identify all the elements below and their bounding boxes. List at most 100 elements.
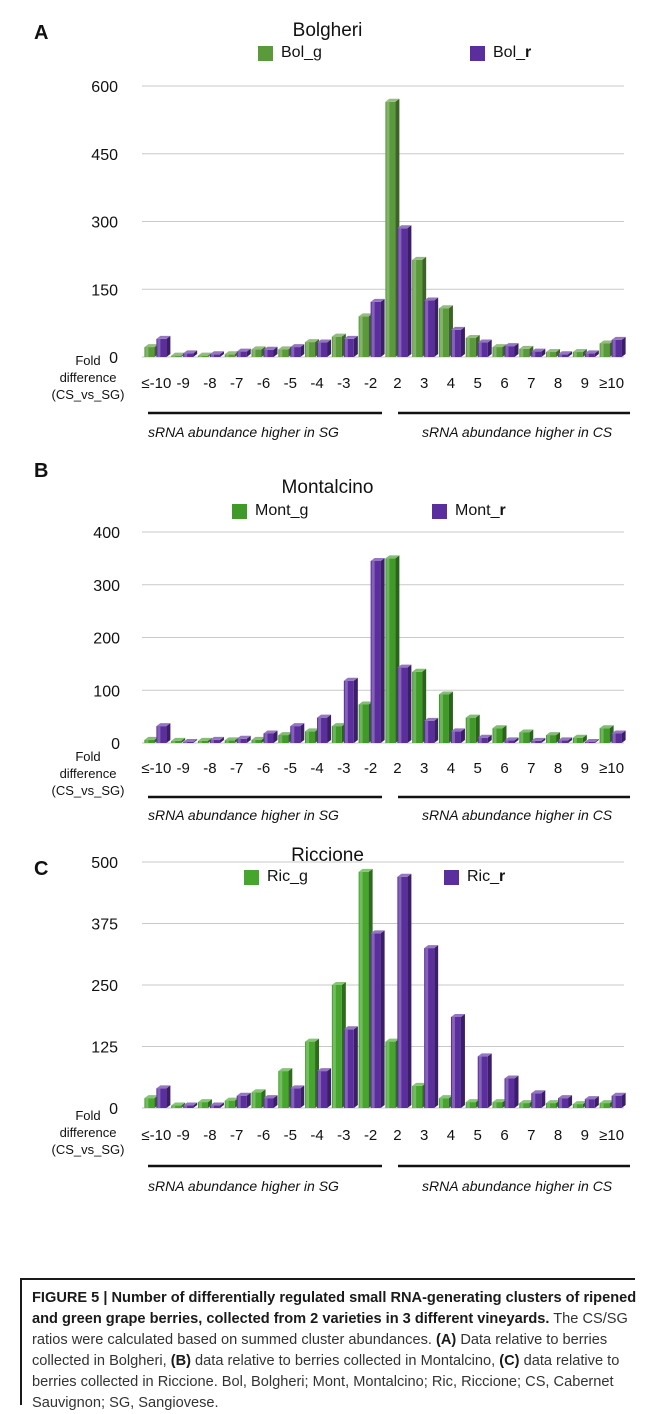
y-tick-label: 300 bbox=[91, 215, 118, 232]
bar bbox=[305, 1038, 320, 1108]
bar bbox=[290, 344, 305, 357]
bar bbox=[236, 348, 251, 357]
x-axis-title-line: (CS_vs_SG) bbox=[52, 783, 125, 798]
caption-label-b: (B) bbox=[170, 1353, 191, 1369]
panel-label-c: C bbox=[34, 858, 49, 880]
bar bbox=[438, 691, 453, 743]
bar bbox=[358, 313, 373, 357]
bar bbox=[331, 982, 346, 1108]
bar bbox=[209, 736, 224, 743]
legend-swatch-ric-g bbox=[244, 869, 259, 885]
x-tick-label: -9 bbox=[176, 1127, 189, 1144]
bar bbox=[558, 1095, 573, 1108]
bar bbox=[546, 732, 561, 743]
bar bbox=[278, 346, 293, 357]
bar bbox=[317, 339, 332, 357]
bar bbox=[558, 351, 573, 357]
bar bbox=[183, 1102, 198, 1108]
x-axis-title-line: difference bbox=[60, 766, 117, 781]
bar bbox=[290, 723, 305, 743]
bar bbox=[531, 348, 546, 357]
x-tick-label: -5 bbox=[284, 375, 297, 392]
bar bbox=[305, 339, 320, 357]
bar bbox=[370, 558, 385, 743]
bar bbox=[385, 98, 400, 357]
x-axis-title-line: Fold bbox=[75, 353, 100, 368]
legend-label-suffix: g bbox=[313, 44, 322, 61]
bar bbox=[197, 1099, 212, 1108]
bar bbox=[424, 297, 439, 357]
bar bbox=[263, 730, 278, 743]
legend-label-prefix: Ric_ bbox=[467, 868, 500, 885]
bar bbox=[584, 738, 599, 743]
bar bbox=[156, 1085, 171, 1108]
bar bbox=[358, 701, 373, 743]
x-tick-label: ≥10 bbox=[599, 1127, 624, 1144]
bar bbox=[171, 737, 186, 743]
x-tick-label: 4 bbox=[447, 760, 455, 777]
bar bbox=[531, 737, 546, 743]
bar bbox=[171, 352, 186, 357]
legend-item-mont-g: Mont_ g bbox=[232, 502, 308, 520]
bar bbox=[584, 350, 599, 357]
x-tick-label: -5 bbox=[284, 1127, 297, 1144]
y-tick-label: 300 bbox=[93, 578, 120, 595]
bar bbox=[412, 668, 427, 743]
group-label-sg: sRNA abundance higher in SG bbox=[148, 807, 339, 823]
bar bbox=[385, 555, 400, 743]
x-tick-label: 5 bbox=[474, 760, 482, 777]
legend-swatch-mont-g bbox=[232, 503, 247, 519]
x-tick-label: 6 bbox=[500, 375, 508, 392]
x-tick-label: -9 bbox=[176, 375, 189, 392]
bar bbox=[572, 1101, 587, 1108]
x-tick-label: 7 bbox=[527, 1127, 535, 1144]
bar bbox=[370, 930, 385, 1108]
x-tick-label: -7 bbox=[230, 760, 243, 777]
x-axis-title-line: Fold bbox=[75, 1108, 100, 1123]
bar bbox=[144, 1095, 159, 1108]
group-label-cs: sRNA abundance higher in CS bbox=[422, 1178, 613, 1194]
bar bbox=[438, 1095, 453, 1108]
x-tick-label: ≤-10 bbox=[141, 760, 171, 777]
caption-heading: FIGURE 5 | Number of differentially regu… bbox=[32, 1290, 637, 1327]
legend-item-bol-r: Bol_ r bbox=[470, 44, 531, 62]
bar bbox=[519, 729, 534, 743]
x-tick-label: -6 bbox=[257, 760, 270, 777]
bar bbox=[611, 1092, 626, 1108]
bar bbox=[236, 735, 251, 743]
x-tick-label: -8 bbox=[203, 760, 216, 777]
bar bbox=[197, 352, 212, 357]
bar-chart-a: 0 150 300 450 600 ≤-10 -9 -8 -7 -6 -5 -4 -3 -2 2 3 4 5 6 7 8… bbox=[52, 79, 630, 440]
x-tick-label: 3 bbox=[420, 1127, 428, 1144]
bar bbox=[531, 1090, 546, 1108]
x-axis-title-line: difference bbox=[60, 370, 117, 385]
bar bbox=[397, 225, 412, 357]
caption-label-a: (A) bbox=[436, 1332, 457, 1348]
bar bbox=[209, 351, 224, 357]
bar bbox=[412, 1082, 427, 1108]
legend-label-prefix: Bol_ bbox=[281, 44, 314, 61]
bar bbox=[224, 1097, 239, 1108]
bar bbox=[397, 873, 412, 1108]
bar bbox=[343, 677, 358, 743]
bar bbox=[305, 728, 320, 743]
bar bbox=[343, 335, 358, 357]
bar bbox=[492, 725, 507, 743]
x-tick-label: -2 bbox=[364, 1127, 377, 1144]
x-tick-label: -3 bbox=[337, 1127, 350, 1144]
bar bbox=[546, 1100, 561, 1108]
bar bbox=[412, 256, 427, 357]
caption-rule bbox=[20, 1278, 635, 1280]
x-tick-label: -2 bbox=[364, 375, 377, 392]
y-tick-label: 450 bbox=[91, 147, 118, 164]
bar bbox=[370, 298, 385, 357]
bar bbox=[183, 350, 198, 357]
x-tick-label: -4 bbox=[310, 375, 323, 392]
y-tick-label: 0 bbox=[111, 736, 120, 753]
x-tick-label: 7 bbox=[527, 375, 535, 392]
bar bbox=[156, 723, 171, 743]
bar bbox=[236, 1092, 251, 1108]
bar bbox=[504, 1075, 519, 1108]
y-tick-label: 150 bbox=[91, 282, 118, 299]
x-tick-label: 9 bbox=[581, 760, 589, 777]
